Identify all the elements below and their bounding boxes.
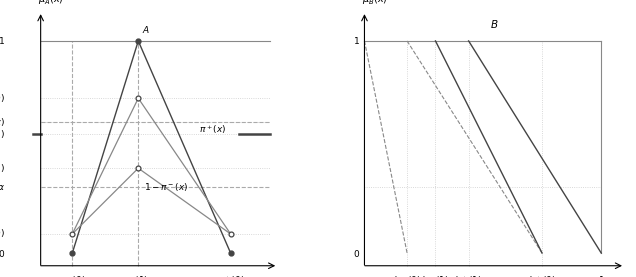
- Text: $\alpha$: $\alpha$: [0, 183, 5, 192]
- Text: $a^+(0)$: $a^+(0)$: [217, 274, 245, 277]
- Text: $\hat{\mu}_B(x)$: $\hat{\mu}_B(x)$: [362, 0, 388, 7]
- Text: $A$: $A$: [142, 24, 150, 35]
- Text: $b^-(1)$: $b^-(1)$: [421, 274, 450, 277]
- Text: $1-\pi^-(x)$: $1-\pi^-(x)$: [144, 181, 188, 193]
- Text: $b^+(1)$: $b^+(1)$: [455, 274, 483, 277]
- Text: $\hat{\mu}_A(x)$: $\hat{\mu}_A(x)$: [38, 0, 64, 7]
- Text: $1-b^-(1)$: $1-b^-(1)$: [0, 128, 5, 140]
- Text: $1$: $1$: [353, 35, 360, 47]
- Text: $1-b^-(1-\alpha)$: $1-b^-(1-\alpha)$: [0, 116, 5, 127]
- Text: $1$: $1$: [0, 35, 5, 47]
- Text: $0$: $0$: [352, 248, 360, 258]
- Text: $b^-(0)$: $b^-(0)$: [393, 274, 421, 277]
- Text: $a(1)$: $a(1)$: [128, 274, 148, 277]
- Text: $1-b^+(1)$: $1-b^+(1)$: [0, 162, 5, 175]
- Text: $b^+(0)$: $b^+(0)$: [528, 274, 556, 277]
- Text: $\pi^+(x)$: $\pi^+(x)$: [199, 124, 226, 136]
- Text: $a^-(0)$: $a^-(0)$: [59, 274, 86, 277]
- Text: $1$: $1$: [598, 274, 605, 277]
- Text: $0$: $0$: [0, 248, 5, 258]
- Text: $1-b^-(0)$: $1-b^-(0)$: [0, 92, 5, 104]
- Text: $1-b^+(0)$: $1-b^+(0)$: [0, 228, 5, 240]
- Text: $B$: $B$: [490, 18, 499, 30]
